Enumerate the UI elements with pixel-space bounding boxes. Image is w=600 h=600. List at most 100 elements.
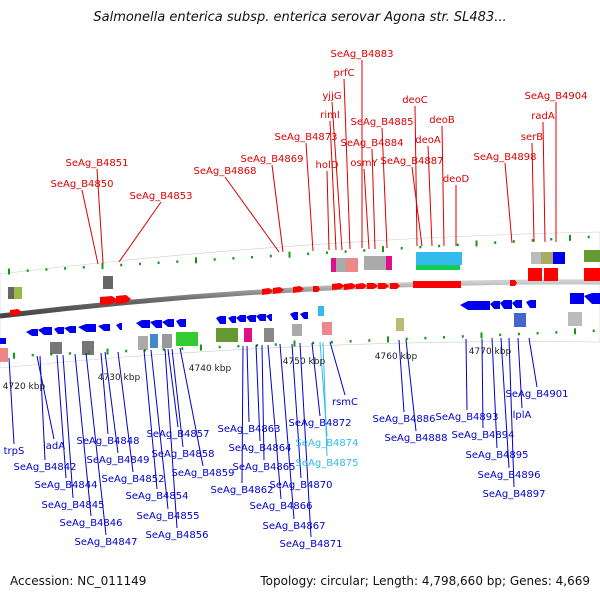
gene-label-top[interactable]: SeAg_B4885: [351, 117, 414, 128]
scale-labels: 4720 kbp 4730 kbp 4740 kbp 4750 kbp 4760 kbp…: [3, 347, 512, 392]
gene-label-bottom[interactable]: SeAg_B4866: [250, 501, 313, 512]
gene-label-bottom[interactable]: SeAg_B4862: [211, 485, 274, 496]
leader-line-bottom: [311, 342, 321, 417]
gene-label-bottom[interactable]: trpS: [4, 446, 25, 457]
tick-mark-bottom: [293, 340, 296, 347]
leader-line-bottom: [100, 352, 109, 435]
accession-text: Accession: NC_011149: [10, 574, 147, 588]
gene-label-bottom[interactable]: SeAg_B4867: [263, 521, 326, 532]
tick-mark-bottom: [181, 347, 184, 350]
gene-label-bottom[interactable]: SeAg_B4865: [233, 462, 296, 473]
gene-label-top[interactable]: SeAg_B4883: [331, 49, 394, 60]
gene-label-top[interactable]: SeAg_B4904: [525, 91, 588, 102]
gene-label-bottom[interactable]: SeAg_B4859: [172, 468, 235, 479]
gene-label-top[interactable]: osmY: [350, 158, 378, 169]
gene-label-top[interactable]: deoC: [402, 95, 428, 106]
tick-mark-bottom: [312, 341, 315, 345]
gene-label-bottom[interactable]: SeAg_B4871: [280, 539, 343, 550]
gene-label-bottom[interactable]: SeAg_B4886: [373, 414, 436, 425]
tick-mark-bottom: [237, 344, 240, 348]
gene-label-top[interactable]: SeAg_B4868: [194, 166, 257, 177]
gene-label-top[interactable]: prfC: [334, 68, 355, 79]
gene-label-top[interactable]: serB: [521, 132, 543, 143]
leader-line-bottom: [150, 349, 169, 510]
gene-label-top[interactable]: deoA: [415, 135, 441, 146]
label-leaders: [8, 60, 557, 538]
gene-label-top[interactable]: SeAg_B4869: [241, 154, 304, 165]
gene-label-top[interactable]: deoB: [429, 115, 455, 126]
scale-label: 4760 kbp: [375, 352, 418, 362]
gene-label-bottom[interactable]: SeAg_B4844: [35, 480, 98, 491]
gene-label-bottom[interactable]: rsmC: [332, 397, 358, 408]
gene-label-top[interactable]: yjjG: [322, 91, 341, 102]
tick-mark-top: [587, 235, 590, 239]
gene-label-top[interactable]: rimI: [320, 110, 340, 121]
leader-line-top: [414, 105, 418, 247]
gene-label-bottom[interactable]: SeAg_B4852: [102, 474, 165, 485]
gene-label-bottom[interactable]: SeAg_B4863: [218, 424, 281, 435]
gene-label-bottom[interactable]: SeAg_B4858: [152, 449, 215, 460]
tick-mark-bottom: [387, 336, 389, 343]
gene-label-top[interactable]: deoD: [443, 174, 470, 185]
gene-label-bottom[interactable]: SeAg_B4847: [75, 537, 138, 548]
gene-label-bottom[interactable]: SeAg_B4893: [436, 412, 499, 423]
tick-mark-bottom: [69, 352, 72, 355]
gene-label-top[interactable]: radA: [531, 111, 555, 122]
gene-label-bottom[interactable]: lplA: [513, 410, 532, 421]
gene-label-bottom[interactable]: iadA: [43, 441, 65, 452]
leader-line-top: [363, 168, 370, 250]
leader-line-top: [531, 142, 535, 243]
gene-label-bottom[interactable]: SeAg_B4888: [385, 433, 448, 444]
gene-label-top[interactable]: SeAg_B4851: [66, 158, 129, 169]
gene-label-bottom[interactable]: SeAg_B4897: [483, 489, 546, 500]
gene-label-bottom[interactable]: SeAg_B4874: [296, 438, 359, 449]
gene-label-bottom[interactable]: SeAg_B4895: [466, 450, 529, 461]
forward-genes[interactable]: [10, 268, 600, 316]
gene-labels[interactable]: SeAg_B4883 prfC yjjG rimI SeAg_B4885 deoCdeoB…: [4, 49, 588, 550]
leader-line-bottom: [104, 351, 119, 454]
leader-line-top: [441, 125, 445, 247]
gene-label-top[interactable]: holD: [316, 160, 339, 171]
gene-label-top[interactable]: SeAg_B4873: [275, 132, 338, 143]
leader-line-top: [343, 78, 351, 250]
gene-label-top[interactable]: SeAg_B4884: [341, 138, 404, 149]
gene-label-bottom[interactable]: SeAg_B4894: [452, 430, 515, 441]
gene-label-bottom[interactable]: SeAg_B4845: [42, 500, 105, 511]
gene-label-bottom[interactable]: SeAg_B4896: [478, 470, 541, 481]
leader-line-top: [326, 170, 330, 251]
gene-label-top[interactable]: SeAg_B4887: [381, 156, 444, 167]
tick-mark-bottom: [50, 353, 53, 356]
tick-mark-top: [101, 262, 104, 269]
leader-line-bottom: [179, 347, 204, 467]
gene-label-bottom[interactable]: SeAg_B4864: [229, 443, 292, 454]
gene-label-bottom[interactable]: SeAg_B4901: [506, 389, 569, 400]
gene-label-bottom[interactable]: SeAg_B4848: [77, 436, 140, 447]
gene-label-top[interactable]: SeAg_B4850: [51, 179, 114, 190]
gene-label-bottom[interactable]: SeAg_B4857: [147, 429, 210, 440]
reverse-genes[interactable]: [0, 293, 600, 344]
tick-mark-top: [269, 254, 272, 258]
leader-line-bottom: [517, 337, 523, 409]
gene-label-bottom[interactable]: SeAg_B4842: [14, 462, 77, 473]
gene-label-bottom[interactable]: SeAg_B4855: [137, 511, 200, 522]
gene-label-bottom[interactable]: SeAg_B4854: [126, 491, 189, 502]
tick-mark-top: [494, 241, 497, 244]
gene-label-bottom[interactable]: SeAg_B4872: [289, 418, 352, 429]
leader-line-bottom: [117, 351, 134, 473]
tick-mark-top: [45, 268, 48, 271]
gene-label-bottom[interactable]: SeAg_B4846: [60, 518, 123, 529]
gene-label-bottom[interactable]: SeAg_B4849: [87, 455, 150, 466]
gene-label-bottom[interactable]: SeAg_B4875: [296, 458, 359, 469]
feature-blocks-top: [8, 250, 600, 299]
gene-label-top[interactable]: SeAg_B4853: [130, 191, 193, 202]
leader-line-bottom: [329, 341, 346, 396]
leader-line-bottom: [322, 341, 328, 457]
tick-mark-top: [344, 250, 347, 253]
gene-label-bottom[interactable]: SeAg_B4856: [146, 530, 209, 541]
tick-mark-bottom: [461, 335, 464, 338]
gene-label-bottom[interactable]: SeAg_B4870: [270, 480, 333, 491]
scale-label: 4740 kbp: [189, 364, 232, 374]
gene-label-top[interactable]: SeAg_B4898: [474, 152, 537, 163]
leader-line-bottom: [62, 354, 74, 499]
